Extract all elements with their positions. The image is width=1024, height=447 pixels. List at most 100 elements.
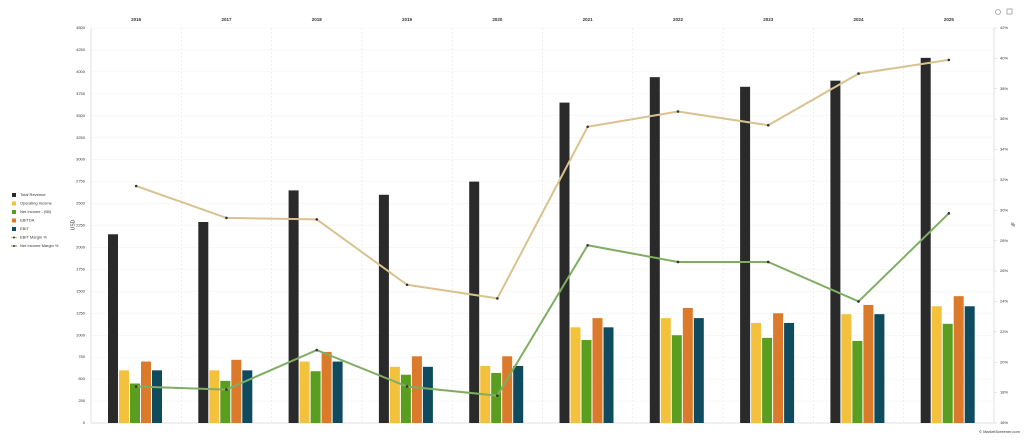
y-tick-label: 4000 — [76, 69, 86, 74]
line-point — [947, 212, 951, 215]
bar — [773, 313, 784, 423]
y2-tick-label: 36% — [1000, 116, 1008, 121]
legend-label: Total Revenue — [20, 192, 46, 197]
y2-tick-label: 20% — [1000, 359, 1008, 364]
legend-swatch — [12, 227, 16, 231]
bar — [830, 80, 841, 424]
bar — [130, 383, 140, 423]
line-point — [134, 184, 138, 188]
y-tick-label: 250 — [78, 398, 85, 403]
toolbar[interactable] — [995, 8, 1013, 15]
bar — [242, 370, 253, 423]
x-tick-label: 2022 — [673, 17, 684, 22]
y-tick-label: 3250 — [76, 135, 86, 140]
icon[interactable] — [1006, 8, 1013, 15]
bar — [389, 366, 400, 423]
legend-swatch — [12, 218, 16, 223]
bar — [411, 356, 422, 423]
bar — [513, 365, 524, 423]
y2-tick-label: 16% — [1000, 420, 1008, 425]
x-tick-label: 2021 — [583, 17, 594, 22]
line-point — [134, 385, 138, 388]
line-point — [857, 300, 860, 303]
legend-label: Operating Income — [20, 201, 53, 206]
line — [136, 212, 950, 397]
bar — [209, 370, 220, 423]
bar — [559, 102, 570, 423]
x-tick-label: 2024 — [854, 17, 865, 22]
legend-label: EBIT — [20, 226, 29, 231]
bar — [321, 351, 332, 423]
bar — [863, 304, 874, 423]
x-tick-label: 2016 — [131, 17, 142, 22]
legend-swatch — [13, 236, 15, 239]
y-tick-label: 1500 — [76, 288, 86, 293]
bar — [231, 359, 242, 423]
y2-axis-label: % — [1011, 222, 1016, 228]
bar — [108, 234, 118, 423]
y-tick-label: 2500 — [76, 201, 86, 206]
y2-tick-label: 22% — [1000, 329, 1008, 334]
bar — [288, 190, 299, 423]
x-tick-label: 2017 — [221, 17, 232, 22]
y-tick-label: 2000 — [76, 245, 86, 250]
line-point — [676, 110, 680, 113]
x-tick-label: 2018 — [312, 17, 323, 22]
bar — [491, 372, 502, 423]
bar — [953, 296, 964, 423]
bar — [964, 306, 975, 423]
bar — [784, 322, 795, 423]
line-point — [676, 260, 680, 264]
bar — [299, 361, 310, 423]
y-tick-label: 4500 — [76, 25, 86, 30]
line-point — [586, 243, 589, 247]
bar — [469, 181, 480, 423]
y2-tick-label: 24% — [1000, 299, 1008, 304]
bar — [332, 361, 343, 423]
bar — [874, 314, 885, 423]
bar — [198, 221, 209, 423]
bar — [141, 361, 151, 423]
bar — [592, 318, 603, 423]
y2-tick-label: 30% — [1000, 207, 1008, 212]
y-tick-label: 3500 — [76, 113, 86, 118]
bar — [751, 322, 762, 423]
y-tick-label: 500 — [78, 376, 85, 381]
y2-tick-label: 40% — [1000, 55, 1008, 60]
bar — [581, 340, 592, 423]
bar — [920, 57, 931, 423]
y2-tick-label: 38% — [1000, 86, 1008, 91]
bar — [220, 380, 231, 423]
y-tick-label: 1000 — [76, 332, 86, 337]
y-tick-label: 2750 — [76, 179, 86, 184]
bar — [931, 306, 942, 423]
bar — [570, 327, 581, 423]
bar — [682, 308, 693, 423]
icon[interactable] — [995, 9, 1001, 15]
x-tick-label: 2025 — [944, 17, 955, 22]
bar — [310, 371, 321, 423]
y2-tick-label: 18% — [1000, 390, 1008, 395]
legend-label: Net Income - (Bil) — [20, 209, 52, 214]
line-point — [315, 348, 319, 352]
line-point — [405, 385, 409, 388]
legend-swatch — [12, 193, 16, 197]
y-tick-label: 3750 — [76, 91, 86, 96]
y-tick-label: 3000 — [76, 157, 86, 162]
y-tick-label: 1250 — [76, 310, 86, 315]
line-point — [315, 218, 319, 221]
line-point — [947, 58, 951, 62]
y2-tick-label: 34% — [1000, 147, 1008, 152]
line — [135, 58, 949, 300]
bar — [119, 370, 129, 423]
bar — [400, 374, 411, 423]
bar — [942, 323, 953, 423]
legend-swatch — [12, 201, 16, 206]
legend-swatch — [13, 245, 15, 247]
y-tick-label: 4250 — [76, 47, 86, 52]
x-tick-label: 2019 — [402, 17, 413, 22]
bar — [152, 370, 162, 423]
y2-tick-label: 42% — [1000, 25, 1008, 30]
x-tick-label: 2020 — [492, 17, 503, 22]
